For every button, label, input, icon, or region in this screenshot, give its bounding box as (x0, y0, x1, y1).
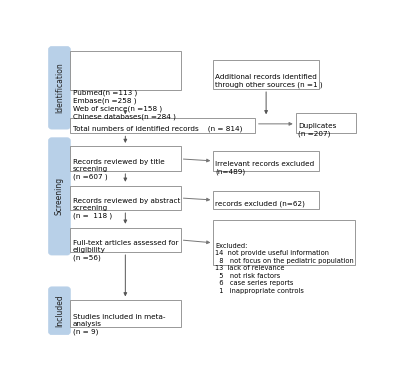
FancyBboxPatch shape (213, 191, 319, 209)
Text: records excluded (n=62): records excluded (n=62) (215, 200, 305, 206)
FancyBboxPatch shape (49, 138, 70, 255)
Text: Excluded:
14  not provide useful information
  8   not focus on the pediatric po: Excluded: 14 not provide useful informat… (215, 243, 354, 294)
FancyBboxPatch shape (213, 60, 319, 89)
Text: Total numbers of identified records    (n = 814): Total numbers of identified records (n =… (73, 126, 242, 132)
FancyBboxPatch shape (70, 51, 181, 90)
FancyBboxPatch shape (213, 220, 355, 265)
Text: Records reviewed by title
screening
(n =607 ): Records reviewed by title screening (n =… (73, 159, 164, 180)
Text: Irrelevant records excluded
(n=489): Irrelevant records excluded (n=489) (215, 161, 315, 175)
Text: Identification: Identification (55, 62, 64, 113)
FancyBboxPatch shape (49, 47, 70, 129)
FancyBboxPatch shape (70, 117, 255, 133)
Text: Screening: Screening (55, 177, 64, 215)
FancyBboxPatch shape (49, 287, 70, 335)
Text: Full-text articles assessed for
eligibility
(n =56): Full-text articles assessed for eligibil… (73, 240, 178, 261)
Text: Duplicates
(n =207): Duplicates (n =207) (298, 123, 336, 137)
Text: Records reviewed by abstract
screening
(n =  118 ): Records reviewed by abstract screening (… (73, 198, 180, 220)
Text: Studies included in meta-
analysis
(n = 9): Studies included in meta- analysis (n = … (73, 314, 165, 335)
Text: Pubmed(n =113 )
Embase(n =258 )
Web of science(n =158 )
Chinese databases(n =284: Pubmed(n =113 ) Embase(n =258 ) Web of s… (73, 90, 175, 120)
FancyBboxPatch shape (70, 227, 181, 252)
FancyBboxPatch shape (296, 113, 356, 133)
FancyBboxPatch shape (70, 300, 181, 327)
FancyBboxPatch shape (213, 151, 319, 171)
Text: Included: Included (55, 294, 64, 327)
FancyBboxPatch shape (70, 147, 181, 171)
FancyBboxPatch shape (70, 185, 181, 210)
Text: Additional records identified
through other sources (n =1 ): Additional records identified through ot… (215, 74, 323, 88)
